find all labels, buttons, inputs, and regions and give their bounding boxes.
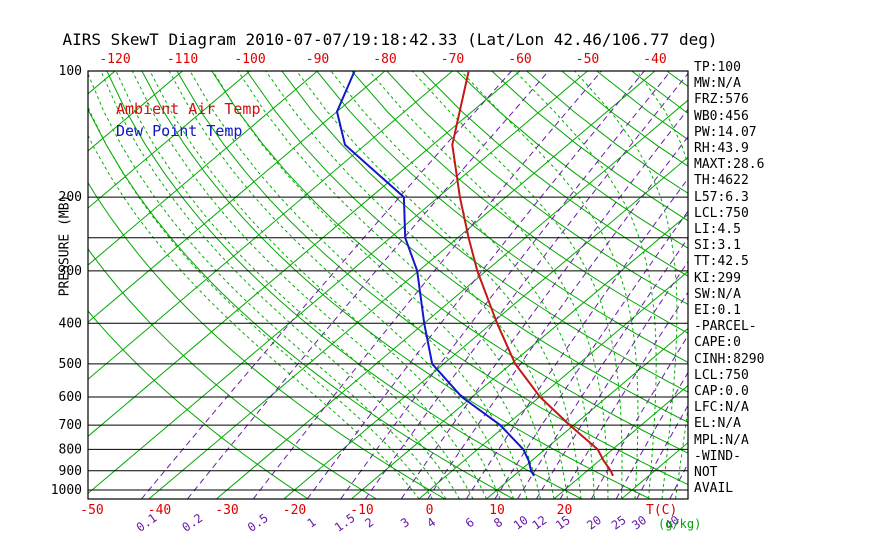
bottom-temp-tick: 20 (557, 503, 573, 518)
stat-line: FRZ:576 (694, 92, 749, 108)
stat-line: LCL:750 (694, 205, 749, 221)
bottom-temp-tick: -50 (80, 503, 103, 518)
stat-line: CAP:0.0 (694, 384, 749, 400)
pressure-tick: 700 (59, 418, 82, 433)
stat-line: TP:100 (694, 60, 741, 75)
pressure-tick: 800 (59, 442, 82, 457)
stat-line: MPL:N/A (694, 432, 749, 448)
pressure-tick: 200 (59, 190, 82, 205)
plot-frame (87, 70, 689, 500)
bottom-temp-tick: -40 (148, 503, 171, 518)
stats-panel: TP:100 MW:N/A FRZ:576 WB0:456 PW:14.07 RH:43.… (694, 60, 764, 497)
stat-line: CAPE:0 (694, 335, 741, 351)
stat-line: MAXT:28.6 (694, 157, 765, 173)
pressure-tick: 300 (59, 264, 82, 279)
mixing-ratio-lines (141, 71, 688, 499)
stat-line: -WIND- (694, 448, 741, 464)
pressure-tick: 500 (59, 357, 82, 372)
top-temp-tick: -100 (234, 52, 265, 67)
bottom-temp-tick: 10 (489, 503, 505, 518)
mixing-ratio-tick: 15 (553, 513, 573, 533)
mixing-ratio-tick: 12 (530, 513, 550, 533)
legend-air-temp-label: Ambient Air Temp (116, 100, 261, 118)
stat-line: L57:6.3 (694, 189, 749, 205)
pressure-tick: 1000 (51, 483, 82, 498)
mixing-ratio-tick: 1 (305, 515, 319, 531)
top-temp-tick: -110 (167, 52, 198, 67)
mixing-ratio-tick: 4 (424, 515, 438, 531)
mixing-ratio-tick: 3 (398, 515, 412, 531)
mixing-ratio-tick: 0.2 (180, 511, 206, 535)
stat-line: SW:N/A (694, 286, 741, 302)
pressure-tick: 900 (59, 464, 82, 479)
stat-line: KI:299 (694, 270, 741, 286)
mixing-ratio-tick: 40 (662, 513, 682, 533)
mixing-unit-label: (g/kg) (658, 517, 701, 531)
stat-line: PW:14.07 (694, 124, 757, 140)
stat-line: TT:42.5 (694, 254, 749, 270)
mixing-ratio-tick: 6 (463, 515, 477, 531)
stat-line: LFC:N/A (694, 400, 749, 416)
pressure-lines (88, 71, 688, 491)
stat-line: EL:N/A (694, 416, 741, 432)
top-temp-tick: -50 (576, 52, 599, 67)
top-temp-tick: -70 (441, 52, 464, 67)
stat-line: LCL:750 (694, 367, 749, 383)
dewpoint-profile (336, 71, 535, 477)
stat-line: CINH:8290 (694, 351, 765, 367)
pressure-tick: 400 (59, 316, 82, 331)
stat-line: EI:0.1 (694, 303, 741, 319)
stat-line: LI:4.5 (694, 222, 741, 238)
top-temp-tick: -60 (508, 52, 531, 67)
chart-title: AIRS SkewT Diagram 2010-07-07/19:18:42.3… (62, 30, 718, 49)
top-temp-tick: -80 (373, 52, 396, 67)
mixing-ratio-tick: 25 (609, 513, 629, 533)
top-temp-tick: -90 (306, 52, 329, 67)
stat-line: NOT (694, 465, 718, 481)
stat-line: SI:3.1 (694, 238, 741, 254)
pressure-tick: 600 (59, 390, 82, 405)
bottom-temp-tick: -10 (350, 503, 373, 518)
mixing-ratio-tick: 20 (584, 513, 604, 533)
mixing-ratio-tick: 2 (362, 515, 376, 531)
pressure-tick: 100 (59, 64, 82, 79)
stat-line: RH:43.9 (694, 141, 749, 157)
mixing-ratio-tick: 0.5 (245, 511, 271, 535)
bottom-temp-tick: 0 (426, 503, 434, 518)
temperature-profile (451, 71, 614, 477)
top-temp-tick: -40 (643, 52, 666, 67)
bottom-temp-tick: -30 (215, 503, 238, 518)
stat-line: MW:N/A (694, 76, 741, 92)
mixing-ratio-tick: 30 (629, 513, 649, 533)
stat-line: WB0:456 (694, 108, 749, 124)
stat-line: -PARCEL- (694, 319, 757, 335)
stat-line: AVAIL (694, 481, 734, 497)
legend-dew-point-label: Dew Point Temp (116, 122, 243, 140)
stat-line: TH:4622 (694, 173, 749, 189)
temp-unit-label: T(C) (646, 503, 677, 518)
bottom-temp-tick: -20 (283, 503, 306, 518)
top-temp-tick: -120 (99, 52, 130, 67)
mixing-ratio-tick: 10 (511, 513, 531, 533)
